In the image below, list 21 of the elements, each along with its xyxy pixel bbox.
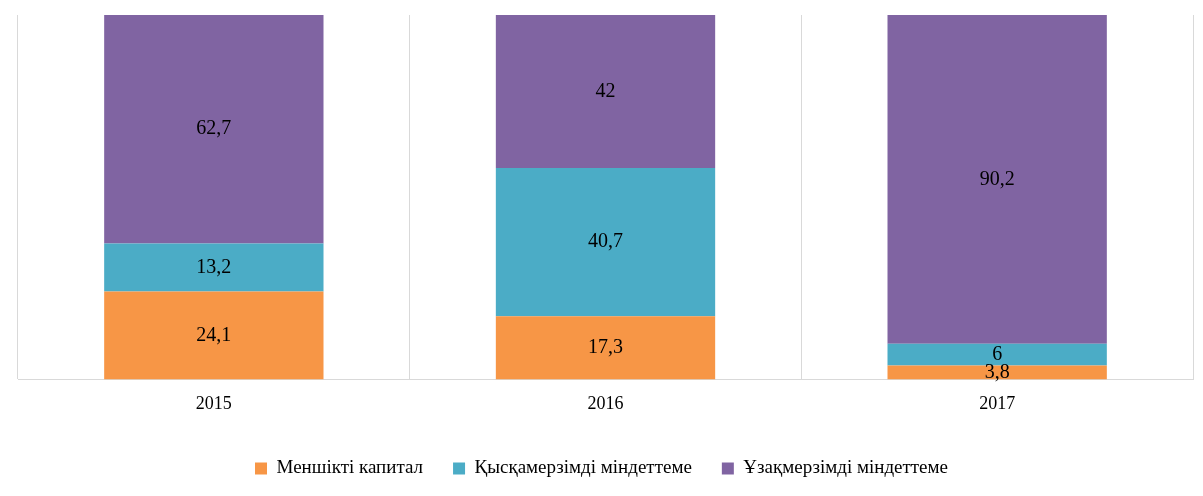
data-label: 40,7 [588, 229, 623, 252]
bar [104, 15, 324, 244]
data-label: 90,2 [979, 166, 1015, 189]
bar [495, 15, 716, 169]
bar [495, 316, 716, 380]
legend-label: Ұзақмерзімді міндеттеме [743, 456, 948, 478]
x-tick-label: 2016 [587, 392, 624, 413]
bar [887, 15, 1107, 344]
bar [495, 168, 716, 317]
bar [887, 343, 1107, 366]
legend-label: Қысқамерзімді міндеттеме [474, 456, 692, 478]
data-label: 24,1 [196, 322, 232, 345]
bar [104, 243, 324, 292]
data-label: 62,7 [196, 116, 232, 139]
data-label: 13,2 [196, 254, 232, 277]
data-label: 17,3 [588, 335, 623, 358]
bar [104, 291, 324, 380]
legend-label: Меншікті капитал [276, 456, 424, 478]
x-tick-label: 2015 [195, 392, 232, 413]
data-label: 42 [595, 78, 616, 101]
x-tick-label: 2017 [979, 392, 1016, 413]
